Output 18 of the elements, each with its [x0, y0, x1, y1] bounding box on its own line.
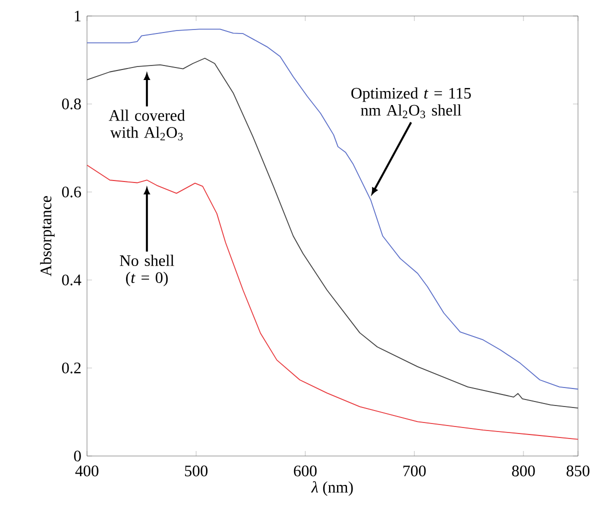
y-tick-label: 0.6	[62, 186, 81, 198]
annotation: No shell (t = 0)	[120, 254, 174, 286]
y-tick-label: 0	[74, 450, 81, 462]
x-tick-label: 500	[185, 466, 208, 476]
x-axis-title: λ (nm)	[311, 481, 353, 496]
x-tick-label: 800	[512, 466, 535, 476]
y-tick-label: 0.2	[62, 362, 81, 374]
x-tick-label: 400	[75, 466, 98, 476]
text: Optimized t = 115 nm Al$_{2}$O$_{3}$ shell	[351, 87, 471, 118]
line-series	[86, 164, 578, 440]
y-tick-label: 0.4	[62, 274, 82, 286]
annotation: All covered with Al$_{2}$O$_{3}$	[108, 110, 185, 140]
y-axis-title: Absorptance	[40, 196, 55, 276]
y-tick-label: 1	[74, 10, 81, 22]
x-tick-label: 600	[294, 466, 317, 476]
y-tick-label: 0.8	[62, 98, 81, 110]
x-tick-label: 850	[566, 466, 590, 476]
x-tick-label: 700	[403, 466, 426, 476]
